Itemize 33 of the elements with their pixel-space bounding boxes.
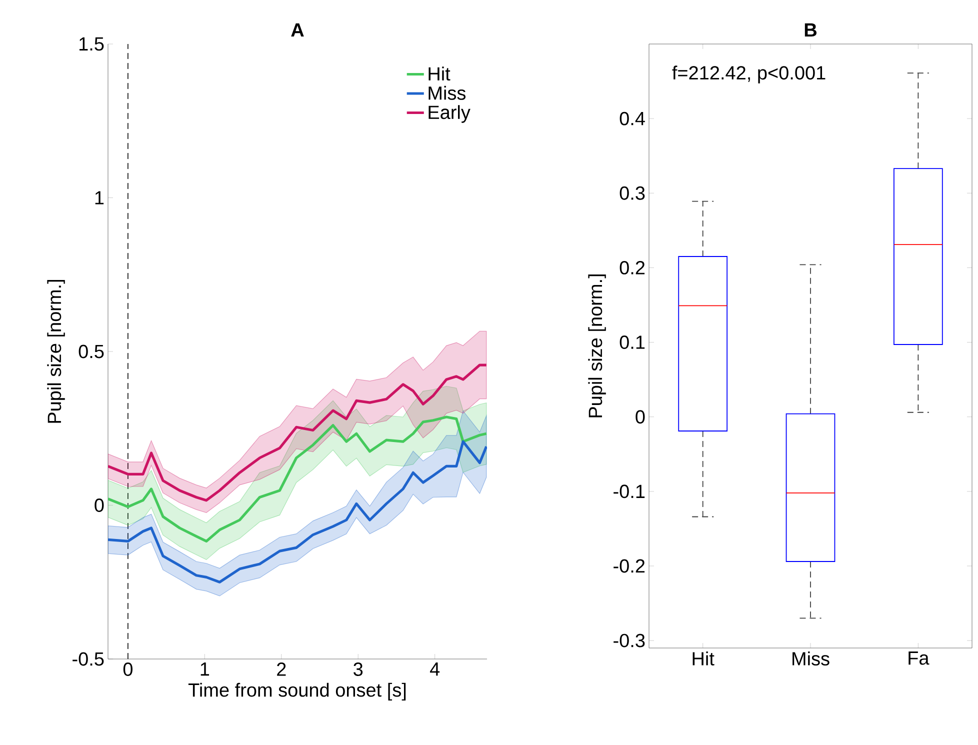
x-tick-label: 0 <box>123 662 132 676</box>
y-axis-title: Pupil size [norm.] <box>47 280 65 423</box>
annotation: f=212.42, p<0.001 <box>672 66 826 84</box>
y-tick-label: -0.1 <box>614 484 645 498</box>
y-axis-title: Pupil size [norm.] <box>588 274 606 418</box>
x-tick-label: Fa <box>908 652 930 665</box>
chart-title: A <box>291 23 304 36</box>
y-tick-label: -0.5 <box>72 652 104 666</box>
y-tick-label: 0 <box>94 498 104 512</box>
x-tick-label: 4 <box>430 662 440 676</box>
y-tick-label: -0.2 <box>614 559 645 573</box>
y-tick-label: 0.4 <box>620 112 645 126</box>
legend-label: Hit <box>428 66 450 81</box>
x-tick-label: 2 <box>277 662 286 676</box>
y-tick-label: 1.5 <box>80 37 104 51</box>
legend-label: Early <box>428 105 470 123</box>
y-tick-label: 0.2 <box>620 260 645 274</box>
y-tick-label: 0 <box>636 410 645 424</box>
x-axis-title: Time from sound onset [s] <box>188 682 406 701</box>
y-tick-label: 0.5 <box>78 344 104 358</box>
line-series <box>108 440 488 584</box>
y-tick-label: 0.3 <box>620 186 645 200</box>
chart-title: B <box>804 23 817 36</box>
y-tick-label: -0.3 <box>614 634 645 648</box>
x-tick-label: Miss <box>792 652 830 666</box>
line-series <box>108 364 488 502</box>
x-tick-label: 3 <box>354 662 363 676</box>
line-series <box>108 416 488 543</box>
legend-label: Miss <box>428 86 466 100</box>
y-tick-label: 0.1 <box>620 336 645 349</box>
y-tick-label: 1 <box>95 191 104 204</box>
x-tick-label: Hit <box>692 652 714 666</box>
x-tick-label: 1 <box>200 662 210 676</box>
